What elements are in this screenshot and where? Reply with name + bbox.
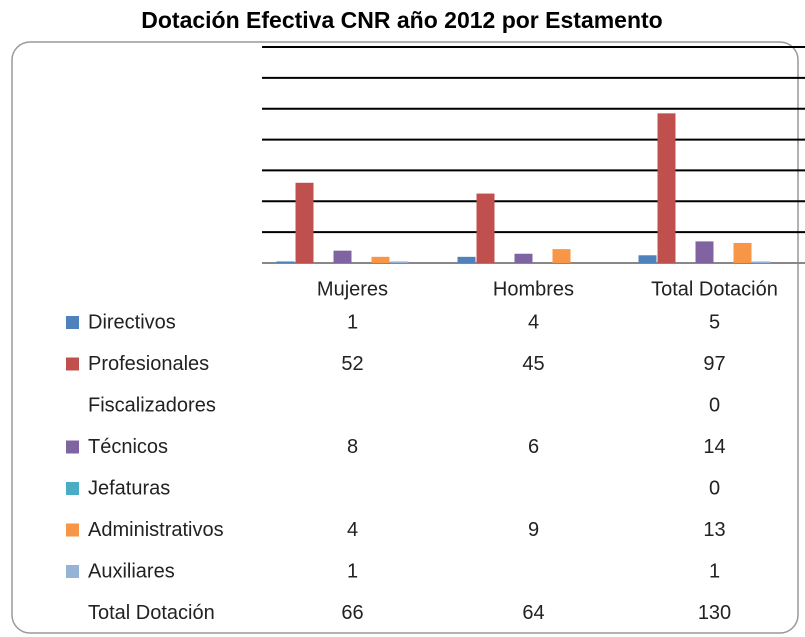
bar — [457, 256, 476, 263]
legend-label: Fiscalizadores — [88, 394, 216, 416]
table-value: 8 — [347, 436, 358, 458]
table-value: 5 — [709, 311, 720, 333]
x-tick-label: Hombres — [493, 278, 574, 300]
table-value: 9 — [528, 519, 539, 541]
bar — [695, 241, 714, 263]
bar — [295, 182, 314, 263]
table-value: 13 — [703, 519, 725, 541]
chart-title: Dotación Efectiva CNR año 2012 por Estam… — [141, 7, 662, 33]
bar — [390, 261, 409, 263]
legend-label: Jefaturas — [88, 477, 170, 499]
legend-key — [66, 565, 79, 578]
chart-frame — [11, 41, 799, 634]
x-tick-label: Mujeres — [317, 278, 388, 300]
bar — [733, 242, 752, 263]
legend-key — [66, 316, 79, 329]
bar — [276, 261, 295, 263]
legend-label: Administrativos — [88, 519, 224, 541]
legend-label: Directivos — [88, 311, 176, 333]
table-value: 0 — [709, 394, 720, 416]
table-value: 52 — [341, 353, 363, 375]
table-value: 14 — [703, 436, 725, 458]
bar — [638, 255, 657, 263]
legend-label: Total Dotación — [88, 602, 215, 624]
legend-label: Profesionales — [88, 353, 209, 375]
table-value: 130 — [698, 602, 731, 624]
legend-key — [66, 523, 79, 537]
bar — [752, 261, 771, 263]
legend-key — [66, 482, 79, 495]
table-value: 66 — [341, 602, 363, 624]
bar — [514, 253, 533, 263]
legend-key — [66, 357, 79, 371]
bar — [657, 113, 676, 263]
table-value: 64 — [522, 602, 544, 624]
table-value: 1 — [709, 560, 720, 582]
bar — [371, 256, 390, 263]
legend-label: Técnicos — [88, 436, 168, 458]
bar — [476, 193, 495, 263]
table-value: 97 — [703, 353, 725, 375]
legend-label: Auxiliares — [88, 560, 175, 582]
table-value: 0 — [709, 477, 720, 499]
table-value: 1 — [347, 311, 358, 333]
table-value: 45 — [522, 353, 544, 375]
bar — [552, 249, 571, 263]
table-value: 6 — [528, 436, 539, 458]
table-value: 4 — [528, 311, 539, 333]
legend-key — [66, 440, 79, 454]
bar — [333, 250, 352, 263]
x-tick-label: Total Dotación — [651, 278, 778, 300]
table-value: 1 — [347, 560, 358, 582]
table-value: 4 — [347, 519, 358, 541]
